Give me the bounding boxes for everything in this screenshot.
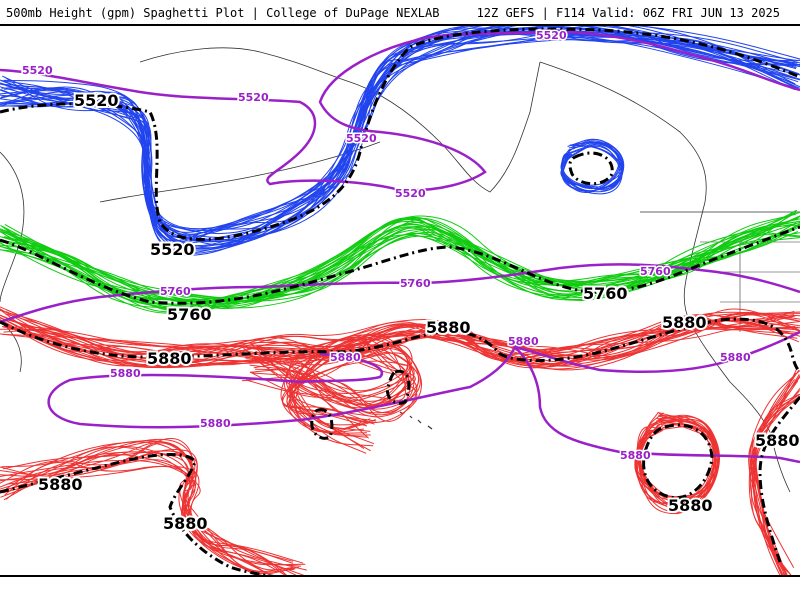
ref-label-5520-a: 5520 (22, 64, 53, 77)
member-5880 (0, 306, 800, 353)
mean-5880-cell-a (385, 369, 411, 405)
member-5880-southwest (0, 459, 307, 571)
contours-5880 (0, 306, 800, 575)
hawaii-islands (399, 411, 433, 430)
member-5520-low (562, 141, 623, 191)
member-5520 (0, 36, 800, 239)
mean-5880-south (0, 453, 275, 575)
label-5880-south: 5880 (163, 514, 208, 533)
member-5880 (3, 319, 800, 366)
label-5880-low: 5880 (668, 496, 713, 515)
reference-contours (0, 30, 800, 464)
label-5880-east: 5880 (662, 313, 707, 332)
member-5520 (1, 26, 800, 232)
member-5880-east (749, 372, 797, 575)
mean-5520-loop (568, 151, 614, 186)
member-5880-low (637, 419, 717, 498)
member-5760 (0, 213, 797, 305)
label-5880-far-east: 5880 (755, 431, 800, 450)
ref-label-5520-c: 5520 (346, 132, 377, 145)
mean-5520 (0, 27, 800, 241)
contours-5760 (0, 209, 800, 314)
member-5880-central (250, 333, 412, 452)
canada-coast (539, 61, 707, 263)
label-5760-east: 5760 (583, 284, 628, 303)
mean-5760 (0, 225, 800, 305)
member-5760 (0, 210, 796, 302)
ref-label-5880-c: 5880 (200, 417, 231, 430)
member-5880-low (640, 416, 717, 511)
map-frame: 5520 5520 5760 5760 5880 5880 5880 5880 … (0, 24, 800, 577)
member-5880-low (634, 417, 716, 498)
member-5880-east (754, 380, 799, 575)
member-5880 (2, 322, 796, 367)
member-5880 (0, 313, 800, 368)
member-5880-central (245, 347, 416, 425)
mean-5880-east (758, 396, 800, 563)
spaghetti-map: 5520 5520 5760 5760 5880 5880 5880 5880 … (0, 26, 800, 575)
mean-5880-hawaii-low (642, 423, 714, 500)
plot-title: 500mb Height (gpm) Spaghetti Plot | Coll… (6, 6, 440, 20)
ref-label-5520-d: 5520 (395, 187, 426, 200)
member-5880 (2, 311, 798, 359)
mean-5880 (0, 317, 800, 374)
mean-contours (0, 27, 800, 575)
label-5520-west: 5520 (74, 91, 119, 110)
ref-label-5520-e: 5520 (536, 29, 567, 42)
member-5760 (0, 215, 800, 302)
label-5520-trough: 5520 (150, 240, 195, 259)
member-5520-low (560, 144, 620, 190)
ref-5760-line (0, 263, 800, 324)
ref-label-5880-a: 5880 (110, 367, 141, 380)
member-5520 (1, 35, 799, 249)
member-5880-central (246, 342, 413, 418)
member-5880-central (253, 339, 410, 445)
member-5880-central (255, 338, 419, 424)
member-5880-low (637, 414, 714, 515)
member-5520 (0, 26, 800, 235)
ref-label-5880-b: 5880 (330, 351, 361, 364)
label-5880-southwest: 5880 (38, 475, 83, 494)
header-bar: 500mb Height (gpm) Spaghetti Plot | Coll… (0, 0, 800, 24)
member-5880-southwest (0, 459, 288, 575)
member-5880-southwest (1, 440, 287, 575)
member-5520 (0, 32, 796, 246)
member-5880-southwest (0, 454, 294, 564)
mean-labels: 5520 5520 5760 5760 5880 5880 5880 5880 … (36, 89, 800, 535)
member-5760 (0, 223, 800, 302)
member-5880-southwest (0, 438, 306, 566)
member-5880-east (749, 395, 800, 575)
member-5760 (5, 217, 796, 302)
label-5880-central: 5880 (426, 318, 471, 337)
member-5520 (4, 33, 799, 250)
label-5760-west: 5760 (167, 305, 212, 324)
ref-label-5880-d: 5880 (508, 335, 539, 348)
label-5880-west: 5880 (147, 349, 192, 368)
ref-label-5880-e: 5880 (720, 351, 751, 364)
member-5520 (4, 26, 800, 242)
member-5760 (0, 224, 799, 308)
ref-label-5760-a: 5760 (160, 285, 191, 298)
ref-label-5880-f: 5880 (620, 449, 651, 462)
baja-coast (769, 431, 791, 493)
ref-label-5520-b: 5520 (238, 91, 269, 104)
ref-label-5760-b: 5760 (400, 277, 431, 290)
member-5760 (4, 211, 800, 311)
member-5760 (0, 220, 800, 313)
member-5880 (5, 310, 795, 367)
model-run-info: 12Z GEFS | F114 Valid: 06Z FRI JUN 13 20… (476, 6, 780, 20)
member-5760 (0, 215, 799, 313)
ref-5520-line (0, 30, 800, 192)
ref-5880-line (47, 330, 800, 464)
us-west-coast (683, 261, 771, 433)
alaska-coast (139, 47, 541, 193)
member-5520 (0, 26, 795, 235)
member-5520-low (560, 144, 620, 190)
reference-labels: 5520 5520 5520 5520 5520 5760 5760 5760 … (21, 28, 753, 464)
ref-label-5760-c: 5760 (640, 265, 671, 278)
member-5880 (5, 309, 800, 357)
